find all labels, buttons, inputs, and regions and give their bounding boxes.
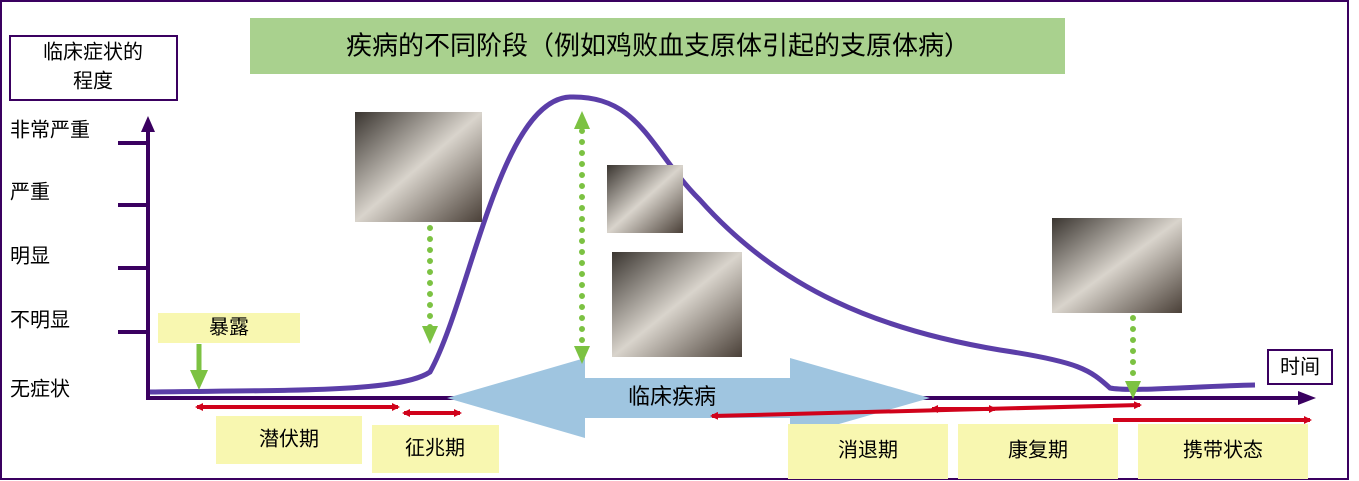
title-box — [250, 18, 1065, 74]
level-label: 明显 — [10, 244, 50, 268]
exposure-label: 暴露 — [209, 315, 249, 339]
stage-label: 征兆期 — [405, 436, 465, 460]
level-label: 无症状 — [10, 377, 70, 401]
y-arrow — [141, 116, 155, 132]
y-ticks — [118, 141, 148, 334]
clinical-label: 临床疾病 — [628, 385, 716, 410]
stage-box — [1138, 424, 1308, 479]
photo — [607, 165, 683, 233]
stage-box — [216, 416, 362, 464]
stage-label: 消退期 — [838, 438, 898, 462]
stage-box — [372, 425, 499, 473]
photo — [612, 252, 742, 357]
exposure-box — [158, 313, 300, 343]
level-label: 非常严重 — [10, 118, 90, 142]
y-title-box — [9, 35, 178, 101]
stage-box — [788, 424, 948, 479]
y-title: 程度 — [73, 69, 113, 93]
x-arrow — [1298, 391, 1316, 405]
period-arrow — [710, 401, 1142, 420]
title: 疾病的不同阶段（例如鸡败血支原体引起的支原体病） — [346, 32, 970, 62]
photo — [355, 112, 482, 222]
y-title: 临床症状的 — [43, 40, 143, 64]
stage-label: 康复期 — [1008, 438, 1068, 462]
level-label: 不明显 — [10, 308, 70, 332]
photo — [1052, 218, 1182, 313]
x-label-box — [1267, 349, 1333, 385]
exposure-arrow-head — [190, 370, 208, 390]
stage-label: 潜伏期 — [259, 427, 319, 451]
level-label: 严重 — [10, 180, 50, 204]
stage-box — [958, 424, 1118, 479]
x-label: 时间 — [1280, 355, 1320, 379]
stage-label: 携带状态 — [1183, 438, 1263, 462]
